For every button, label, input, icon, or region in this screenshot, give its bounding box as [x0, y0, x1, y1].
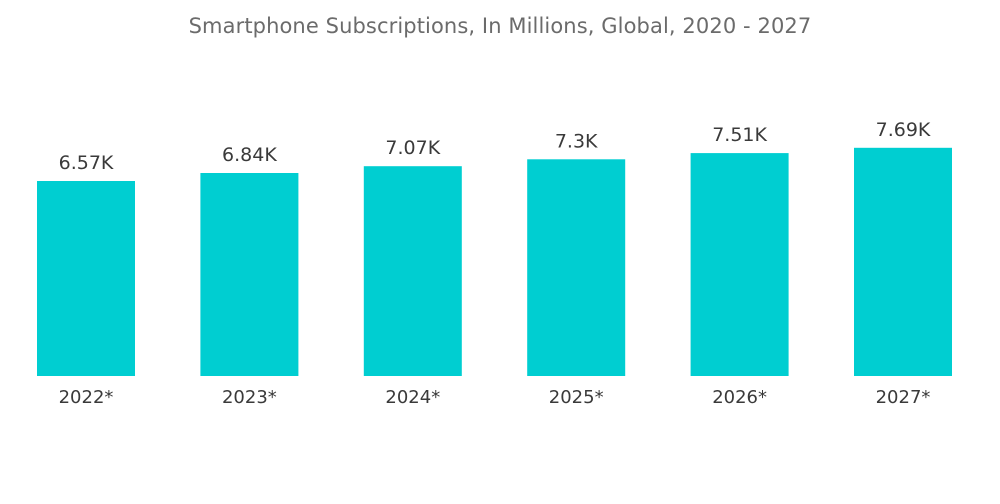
x-tick-2025: 2025* [549, 387, 604, 408]
data-label-2023: 6.84K [222, 144, 277, 166]
data-label-2027: 7.69K [876, 119, 931, 141]
value-labels-layer: 6.57K 6.84K 7.07K 7.3K 7.51K 7.69K [59, 119, 931, 174]
bar-2026 [690, 153, 789, 376]
data-label-2025: 7.3K [555, 130, 598, 152]
bar-2025 [527, 159, 626, 376]
bar-2022 [37, 181, 135, 376]
x-tick-2027: 2027* [876, 387, 931, 408]
x-tick-2022: 2022* [59, 387, 114, 408]
bar-2023 [200, 173, 299, 376]
bars-layer [37, 147, 952, 376]
x-tick-2026: 2026* [712, 387, 767, 408]
data-label-2026: 7.51K [712, 124, 767, 146]
bar-2024 [363, 166, 462, 376]
x-tick-2024: 2024* [385, 387, 440, 408]
data-label-2022: 6.57K [59, 152, 114, 174]
chart-title: Smartphone Subscriptions, In Millions, G… [188, 14, 812, 38]
bar-2027 [854, 147, 952, 376]
x-tick-2023: 2023* [222, 387, 277, 408]
data-label-2024: 7.07K [385, 137, 440, 159]
x-axis-ticks: 2022* 2023* 2024* 2025* 2026* 2027* [59, 387, 931, 408]
